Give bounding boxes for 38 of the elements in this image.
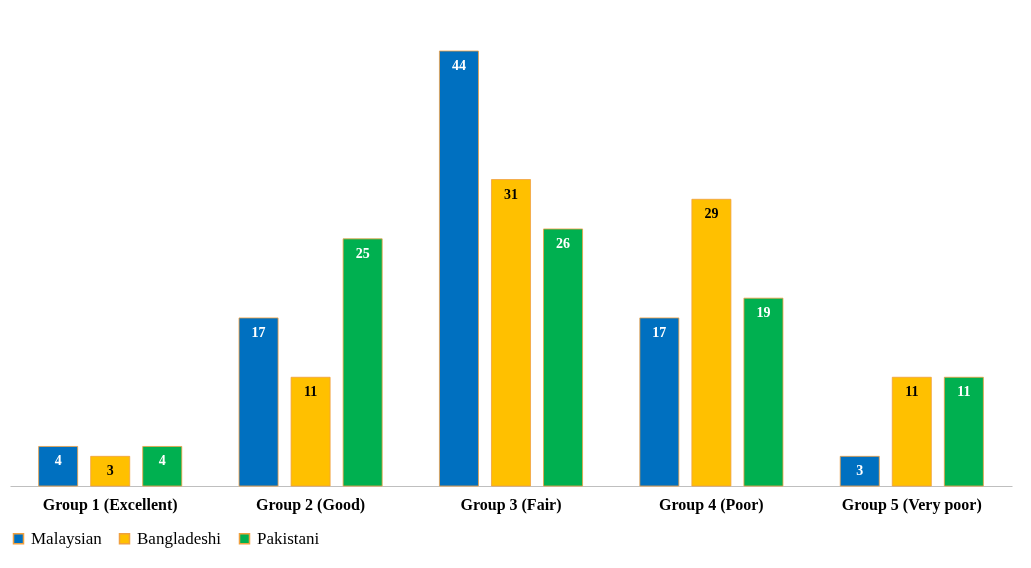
bar — [639, 317, 680, 487]
data-label: 3 — [106, 463, 114, 479]
legend-label: Pakistani — [257, 528, 320, 548]
data-label: 31 — [504, 186, 518, 202]
legend-label: Malaysian — [31, 528, 103, 548]
bar — [743, 297, 784, 487]
bar — [891, 376, 932, 487]
data-label: 11 — [957, 384, 971, 400]
x-tick-label: Group 5 (Very poor) — [841, 495, 982, 514]
bar — [839, 455, 880, 487]
x-tick-label: Group 2 (Good) — [256, 495, 366, 514]
bar — [38, 446, 79, 487]
data-label: 11 — [905, 384, 919, 400]
data-label: 3 — [856, 463, 864, 479]
data-label: 4 — [158, 453, 166, 469]
bar — [342, 238, 383, 487]
bar — [491, 179, 531, 487]
data-label: 25 — [355, 245, 370, 261]
data-label: 17 — [652, 324, 667, 340]
data-label: 4 — [54, 453, 62, 469]
bar — [439, 50, 479, 487]
legend-label: Bangladeshi — [137, 528, 222, 548]
bar — [691, 198, 732, 487]
data-label: 17 — [251, 324, 266, 340]
data-label: 29 — [704, 206, 719, 222]
bar — [943, 376, 984, 487]
x-tick-label: Group 1 (Excellent) — [42, 495, 178, 514]
data-label: 11 — [303, 384, 318, 400]
x-tick-label: Group 4 (Poor) — [659, 495, 764, 514]
x-tick-label: Group 3 (Fair) — [460, 495, 562, 514]
bar — [90, 455, 131, 487]
bar — [238, 317, 279, 487]
data-label: 44 — [451, 58, 466, 73]
bar — [142, 446, 183, 487]
bar — [290, 376, 331, 487]
data-label: 19 — [756, 305, 771, 321]
data-label: 26 — [556, 235, 571, 251]
bar — [543, 228, 583, 487]
